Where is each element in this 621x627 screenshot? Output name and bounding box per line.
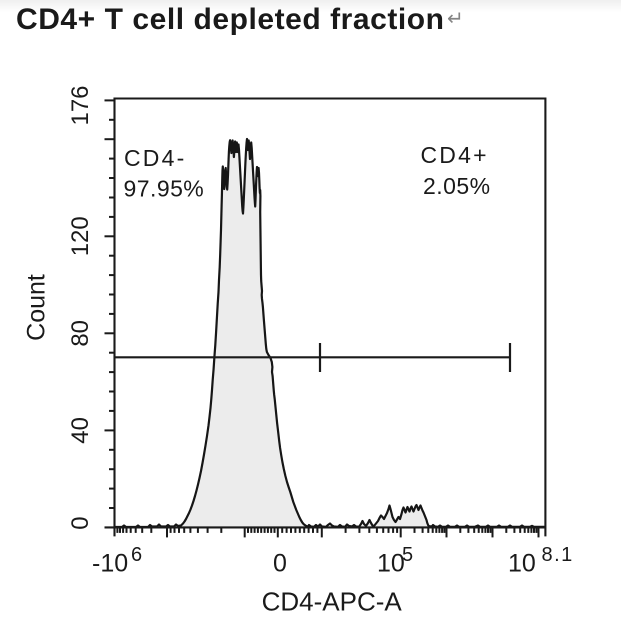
svg-text:2.05%: 2.05%	[423, 173, 490, 199]
svg-text:Count: Count	[23, 274, 51, 341]
svg-text:120: 120	[67, 216, 94, 256]
svg-text:CD4+: CD4+	[421, 142, 489, 168]
svg-text:-10: -10	[92, 550, 128, 578]
svg-text:10: 10	[508, 550, 536, 578]
svg-text:176: 176	[67, 85, 94, 125]
svg-text:8.1: 8.1	[542, 544, 574, 566]
svg-text:40: 40	[67, 417, 94, 444]
svg-text:CD4-: CD4-	[124, 145, 186, 171]
svg-text:CD4-APC-A: CD4-APC-A	[262, 587, 403, 617]
svg-text:↵: ↵	[447, 8, 464, 30]
svg-text:0: 0	[273, 550, 287, 578]
svg-text:80: 80	[67, 320, 94, 347]
svg-text:97.95%: 97.95%	[124, 176, 205, 202]
svg-text:5: 5	[402, 544, 413, 566]
svg-text:10: 10	[377, 550, 405, 578]
svg-text:0: 0	[67, 516, 94, 529]
svg-text:6: 6	[131, 544, 142, 566]
svg-text:CD4+ T cell depleted fraction: CD4+ T cell depleted fraction	[16, 3, 445, 36]
